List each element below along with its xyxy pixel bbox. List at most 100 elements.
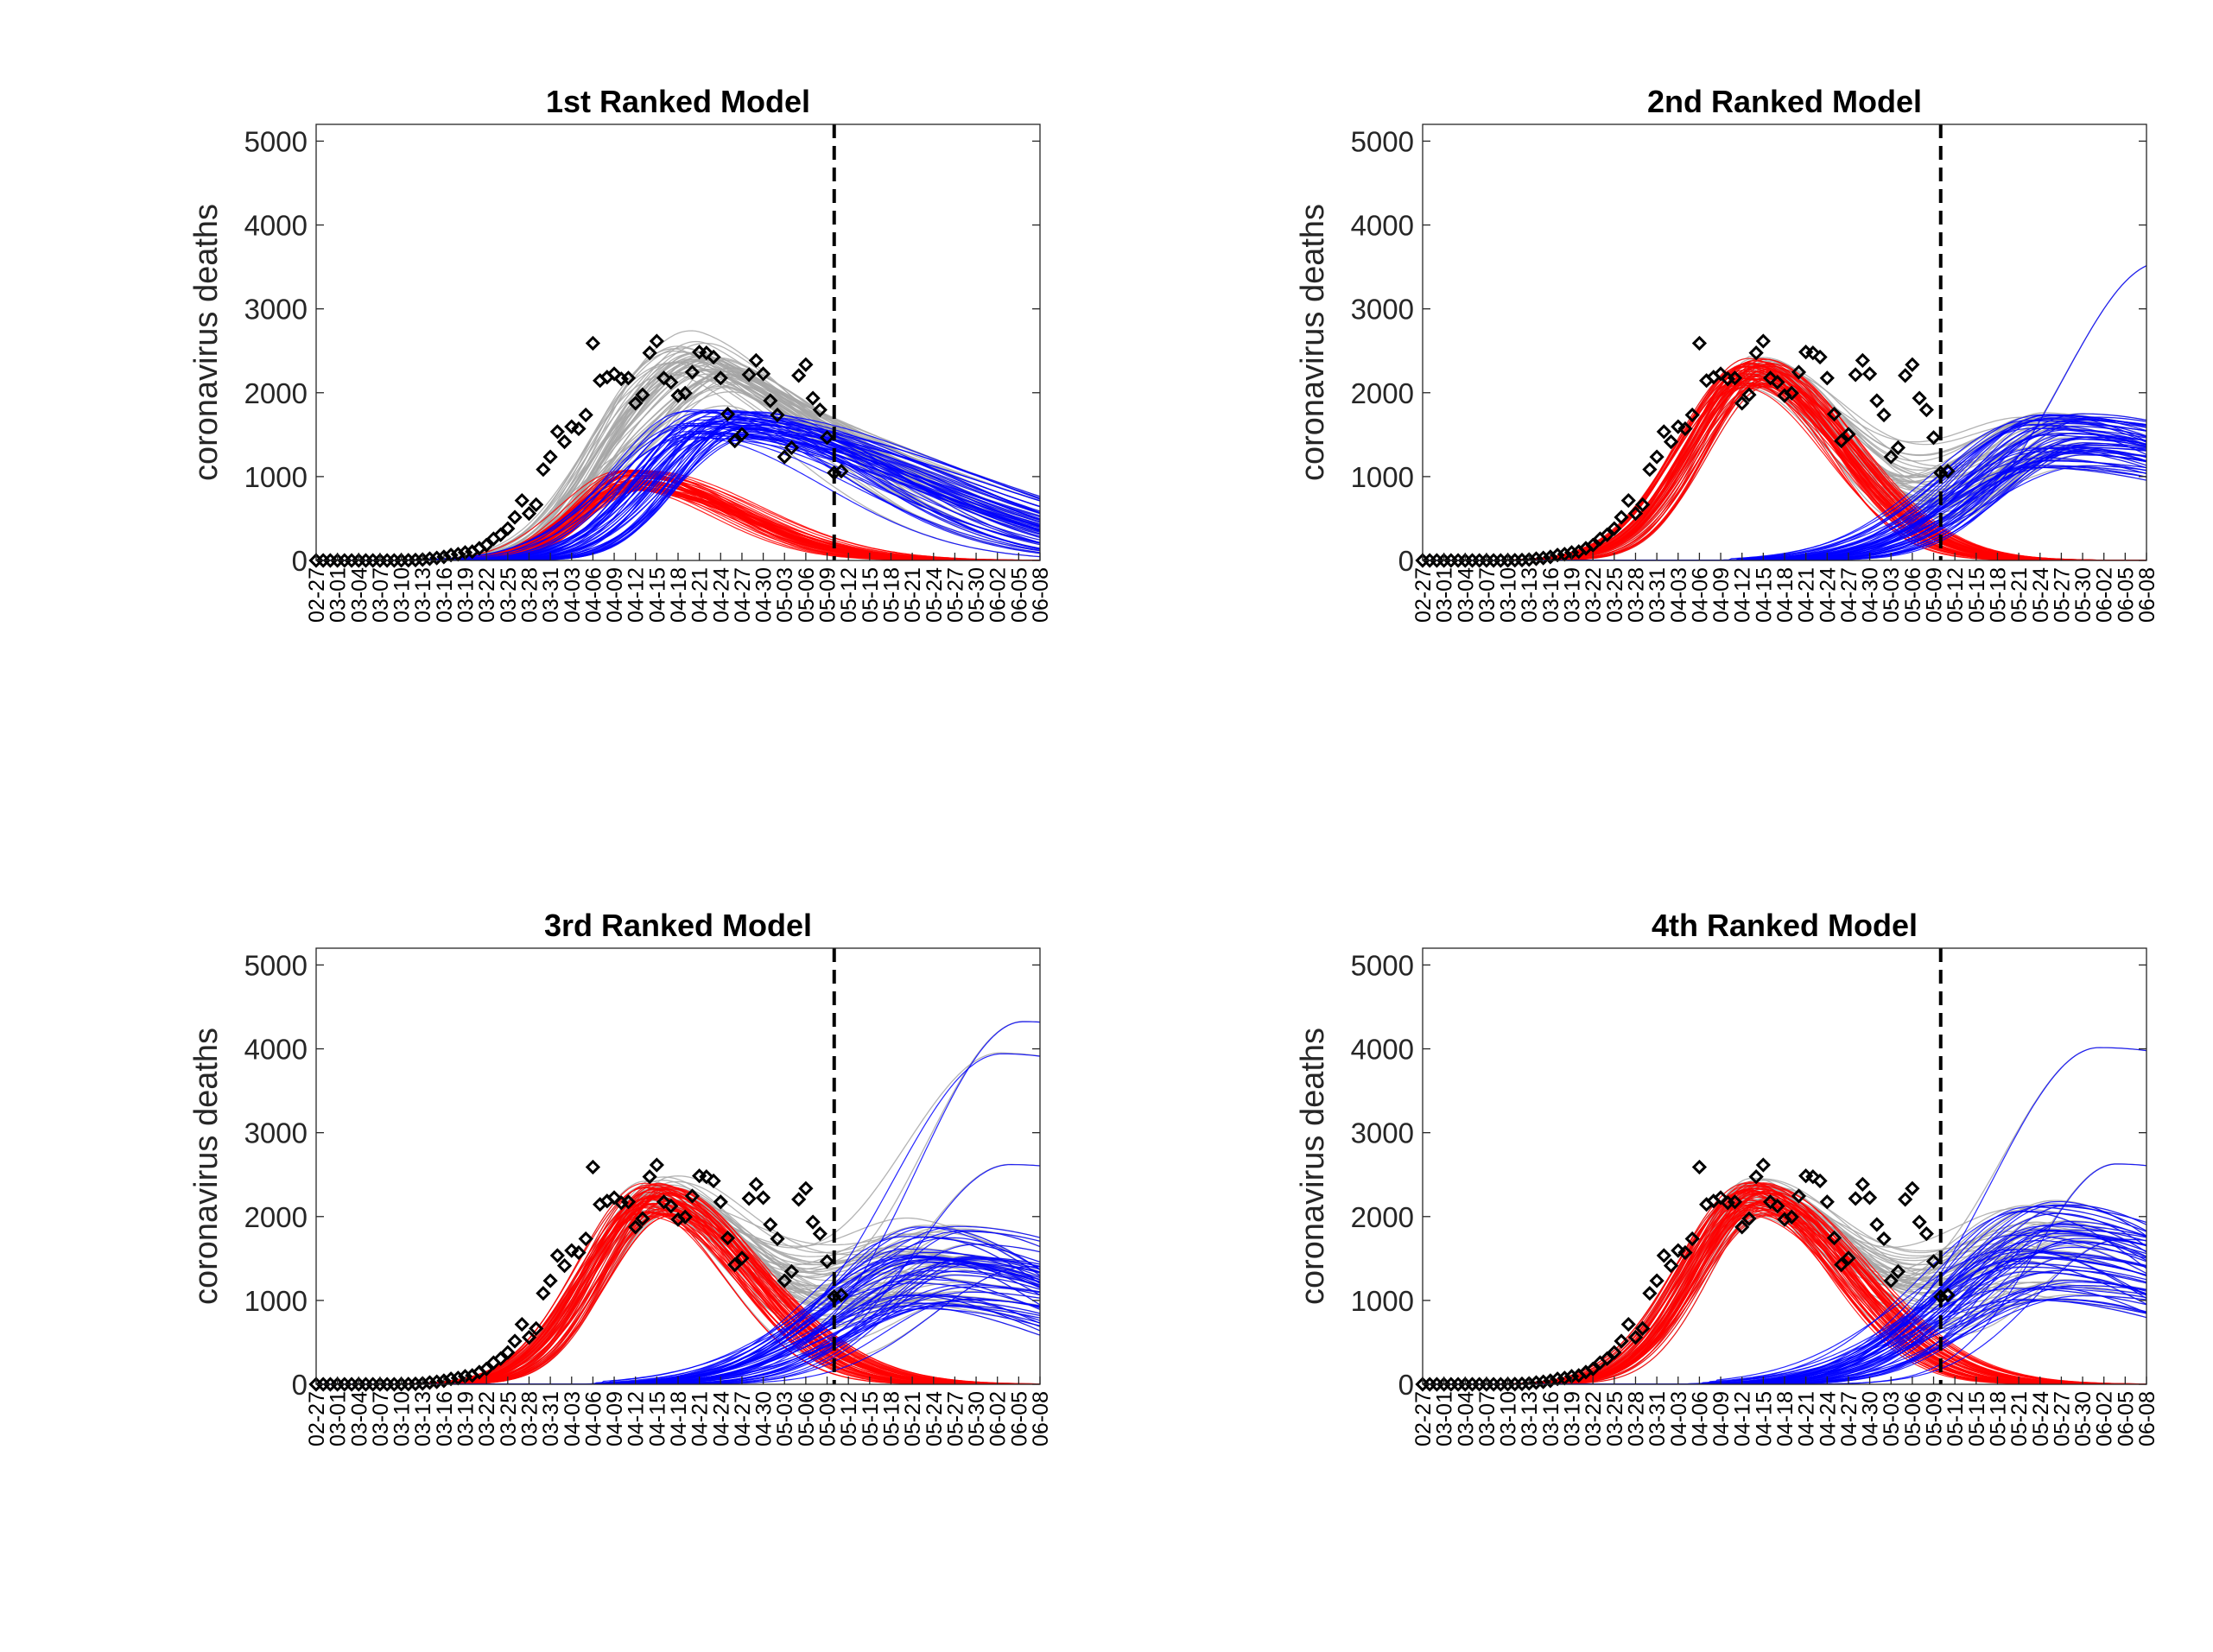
x-tick-label: 02-27 — [305, 567, 329, 623]
observed-point — [1599, 1351, 1615, 1366]
observed-point — [1918, 1226, 1934, 1242]
observed-point — [1905, 357, 1920, 372]
observed-point — [1663, 434, 1679, 450]
x-tick-label: 05-21 — [901, 1391, 925, 1446]
observed-point — [1684, 407, 1700, 423]
observed-point — [1713, 1190, 1728, 1206]
observed-point — [734, 1250, 750, 1266]
observed-point — [1614, 510, 1629, 525]
x-tick-label: 03-10 — [1497, 1391, 1521, 1446]
x-tick-label: 06-05 — [2114, 567, 2138, 623]
wave2-line — [1423, 1210, 2146, 1384]
observed-point — [1912, 1214, 1927, 1230]
y-tick-label: 2000 — [1351, 1201, 1414, 1233]
x-tick-label: 06-08 — [2135, 1391, 2159, 1446]
observed-point — [1819, 370, 1835, 386]
x-tick-label: 06-05 — [1007, 1391, 1031, 1446]
observed-point — [798, 357, 814, 372]
wave2-line — [316, 436, 1040, 560]
observed-point — [1861, 366, 1878, 382]
x-tick-label: 05-27 — [943, 1391, 967, 1446]
observed-point — [1734, 396, 1750, 411]
x-tick-label: 03-25 — [497, 1391, 521, 1446]
y-tick-label: 1000 — [1351, 1285, 1414, 1317]
chart-3-svg: 0 1000 2000 3000 4000 5000 02-2703-0103-0403-0… — [188, 908, 1053, 1446]
observed-point — [741, 367, 757, 383]
observed-point — [1557, 1370, 1572, 1386]
wave2-line — [316, 418, 1040, 560]
observed-points — [1415, 333, 1956, 568]
x-tick-label: 04-18 — [667, 567, 691, 623]
y-tick-label: 0 — [1398, 1369, 1414, 1401]
observed-point — [479, 1361, 494, 1377]
wave2-line — [316, 424, 1040, 560]
observed-point — [514, 1316, 529, 1332]
observed-point — [521, 505, 537, 522]
observed-point — [805, 390, 821, 406]
observed-point — [783, 1263, 800, 1280]
observed-point — [1876, 1231, 1892, 1247]
observed-point — [1762, 1194, 1779, 1210]
observed-point — [812, 402, 827, 418]
observed-point — [819, 430, 835, 446]
x-tick-label: 03-31 — [539, 567, 563, 623]
observed-point — [1812, 349, 1828, 365]
observed-point — [549, 424, 565, 440]
observed-point — [684, 364, 701, 380]
x-tick-label: 03-13 — [411, 1391, 435, 1446]
x-tick-label: 04-18 — [1773, 1391, 1798, 1446]
chart-title: 3rd Ranked Model — [544, 908, 812, 943]
observed-point — [777, 1273, 792, 1288]
observed-point — [571, 1244, 587, 1261]
observed-point — [1734, 1219, 1750, 1235]
x-tick-label: 05-30 — [2071, 1391, 2096, 1446]
observed-point — [755, 366, 771, 382]
observed-point — [1869, 393, 1885, 408]
x-tick-label: 03-25 — [1603, 1391, 1627, 1446]
observed-point — [1727, 370, 1743, 386]
wave2-line — [1423, 1299, 2146, 1384]
x-tick-label: 03-16 — [433, 1391, 457, 1446]
x-tick-label: 02-27 — [1411, 1391, 1436, 1446]
observed-point — [1890, 440, 1906, 456]
wave2-line — [316, 411, 1040, 560]
x-tick-label: 04-27 — [731, 1391, 755, 1446]
observed-point — [1784, 385, 1799, 401]
y-tick-label: 1000 — [1351, 461, 1414, 493]
observed-point — [1691, 1159, 1708, 1175]
observed-point — [556, 434, 573, 450]
x-tick-label: 03-19 — [454, 1391, 479, 1446]
observed-point — [1819, 1194, 1835, 1210]
observed-point — [734, 427, 750, 442]
observed-point — [713, 1194, 728, 1210]
observed-point — [1912, 390, 1927, 406]
observed-point — [777, 449, 792, 465]
wave2-line — [316, 1256, 1040, 1384]
x-tick-label: 05-12 — [1944, 1391, 1968, 1446]
wave2-line — [316, 421, 1040, 560]
axes-background — [1423, 124, 2146, 560]
x-tick-label: 05-27 — [2050, 567, 2074, 623]
x-tick-label: 03-10 — [1497, 567, 1521, 623]
observed-point — [812, 1226, 827, 1242]
observed-point — [1883, 1273, 1899, 1288]
observed-point — [1805, 345, 1821, 361]
observed-points — [308, 333, 849, 568]
observed-point — [1770, 1199, 1785, 1214]
observed-point — [649, 1157, 664, 1173]
x-tick-label: 06-02 — [986, 1391, 1011, 1446]
x-tick-label: 05-30 — [2071, 567, 2096, 623]
observed-point — [1791, 364, 1807, 380]
observed-point — [1620, 1316, 1636, 1332]
observed-point — [507, 510, 523, 525]
wave2-line — [1423, 1257, 2146, 1384]
observed-point — [436, 549, 452, 565]
x-tick-label: 04-27 — [731, 567, 755, 623]
x-tick-label: 03-22 — [1582, 567, 1606, 623]
x-tick-label: 06-08 — [2135, 567, 2159, 623]
x-tick-label: 03-04 — [1454, 1391, 1478, 1446]
observed-point — [1691, 335, 1708, 351]
x-tick-label: 05-09 — [1923, 567, 1947, 623]
observed-point — [1905, 1180, 1920, 1196]
x-tick-label: 03-01 — [1433, 1391, 1457, 1446]
